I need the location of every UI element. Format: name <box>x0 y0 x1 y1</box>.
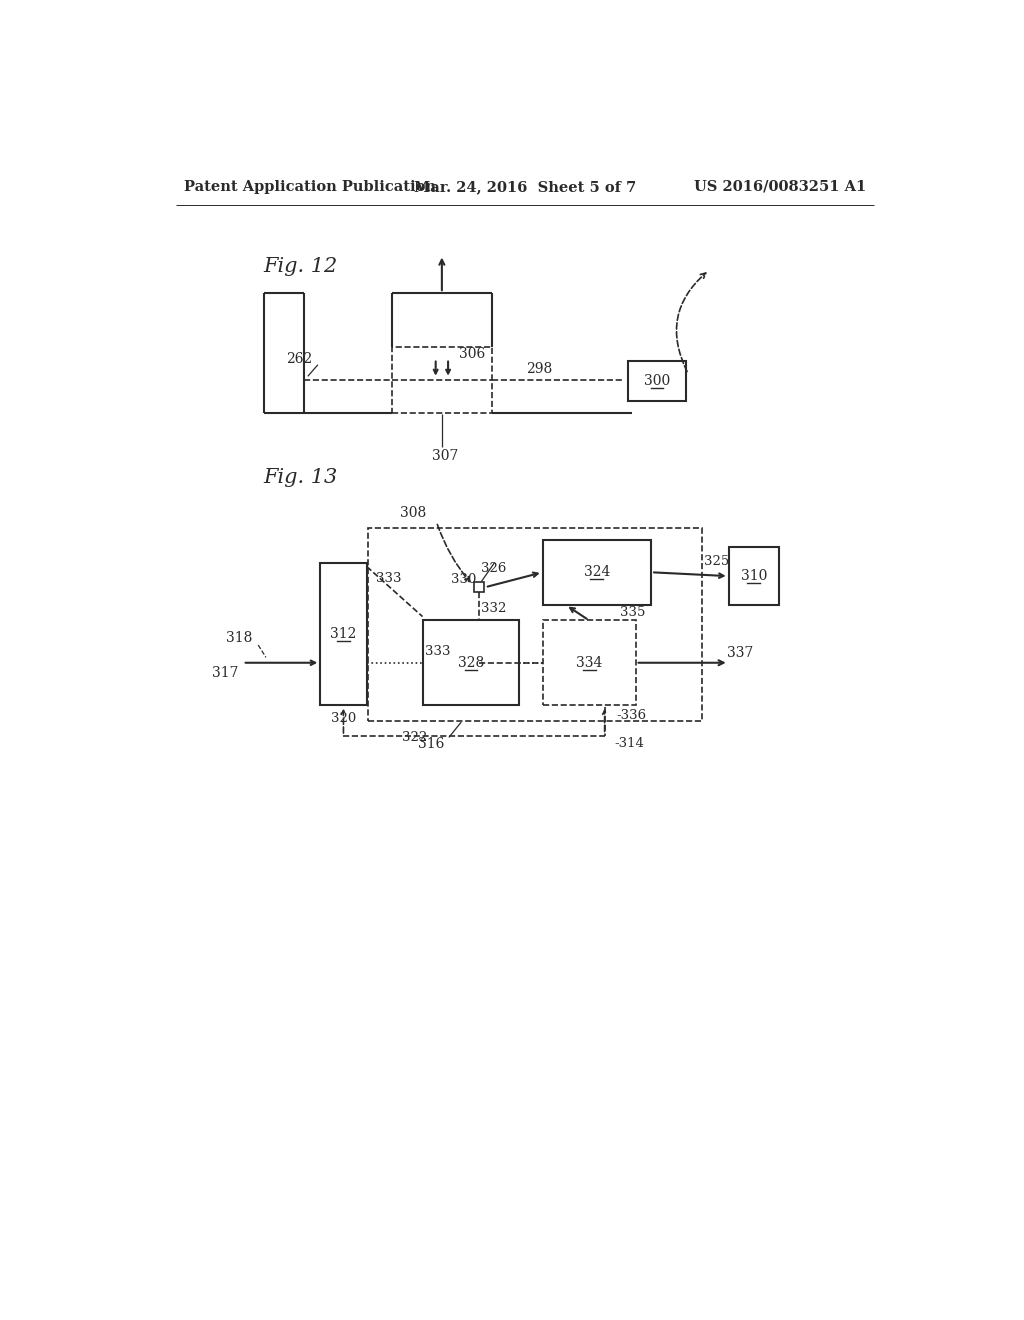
Text: 337: 337 <box>727 645 754 660</box>
Text: 320: 320 <box>331 713 356 726</box>
Text: 325: 325 <box>703 554 729 568</box>
Text: 316: 316 <box>418 737 444 751</box>
Text: -314: -314 <box>614 737 644 750</box>
Text: US 2016/0083251 A1: US 2016/0083251 A1 <box>693 180 866 194</box>
Text: Fig. 13: Fig. 13 <box>263 469 338 487</box>
Text: 324: 324 <box>584 565 610 579</box>
Bar <box>423 620 519 705</box>
Bar <box>321 562 367 705</box>
Text: 308: 308 <box>400 506 426 520</box>
Text: 298: 298 <box>525 362 552 376</box>
Text: -336: -336 <box>616 709 647 722</box>
Text: 300: 300 <box>644 374 670 388</box>
Text: 332: 332 <box>481 602 507 615</box>
Text: Patent Application Publication: Patent Application Publication <box>183 180 436 194</box>
Text: 306: 306 <box>459 347 485 360</box>
Text: 334: 334 <box>575 656 602 669</box>
Bar <box>369 528 701 721</box>
Text: 335: 335 <box>621 606 645 619</box>
Text: 322: 322 <box>402 731 427 744</box>
Bar <box>543 540 651 605</box>
Text: Mar. 24, 2016  Sheet 5 of 7: Mar. 24, 2016 Sheet 5 of 7 <box>414 180 636 194</box>
Bar <box>474 582 484 593</box>
Text: 326: 326 <box>481 561 507 574</box>
Text: 330: 330 <box>452 573 477 586</box>
Text: 333: 333 <box>425 645 451 659</box>
Text: 310: 310 <box>740 569 767 583</box>
Bar <box>729 548 779 605</box>
Text: 262: 262 <box>286 351 312 366</box>
Text: 317: 317 <box>212 665 239 680</box>
FancyArrowPatch shape <box>677 273 706 371</box>
Bar <box>543 620 636 705</box>
Bar <box>391 347 493 412</box>
Text: Fig. 12: Fig. 12 <box>263 256 338 276</box>
Bar <box>628 360 686 401</box>
Text: 318: 318 <box>225 631 252 645</box>
Text: 307: 307 <box>432 449 458 463</box>
Text: 333: 333 <box>376 572 401 585</box>
Text: 328: 328 <box>458 656 484 669</box>
Text: 312: 312 <box>331 627 356 642</box>
